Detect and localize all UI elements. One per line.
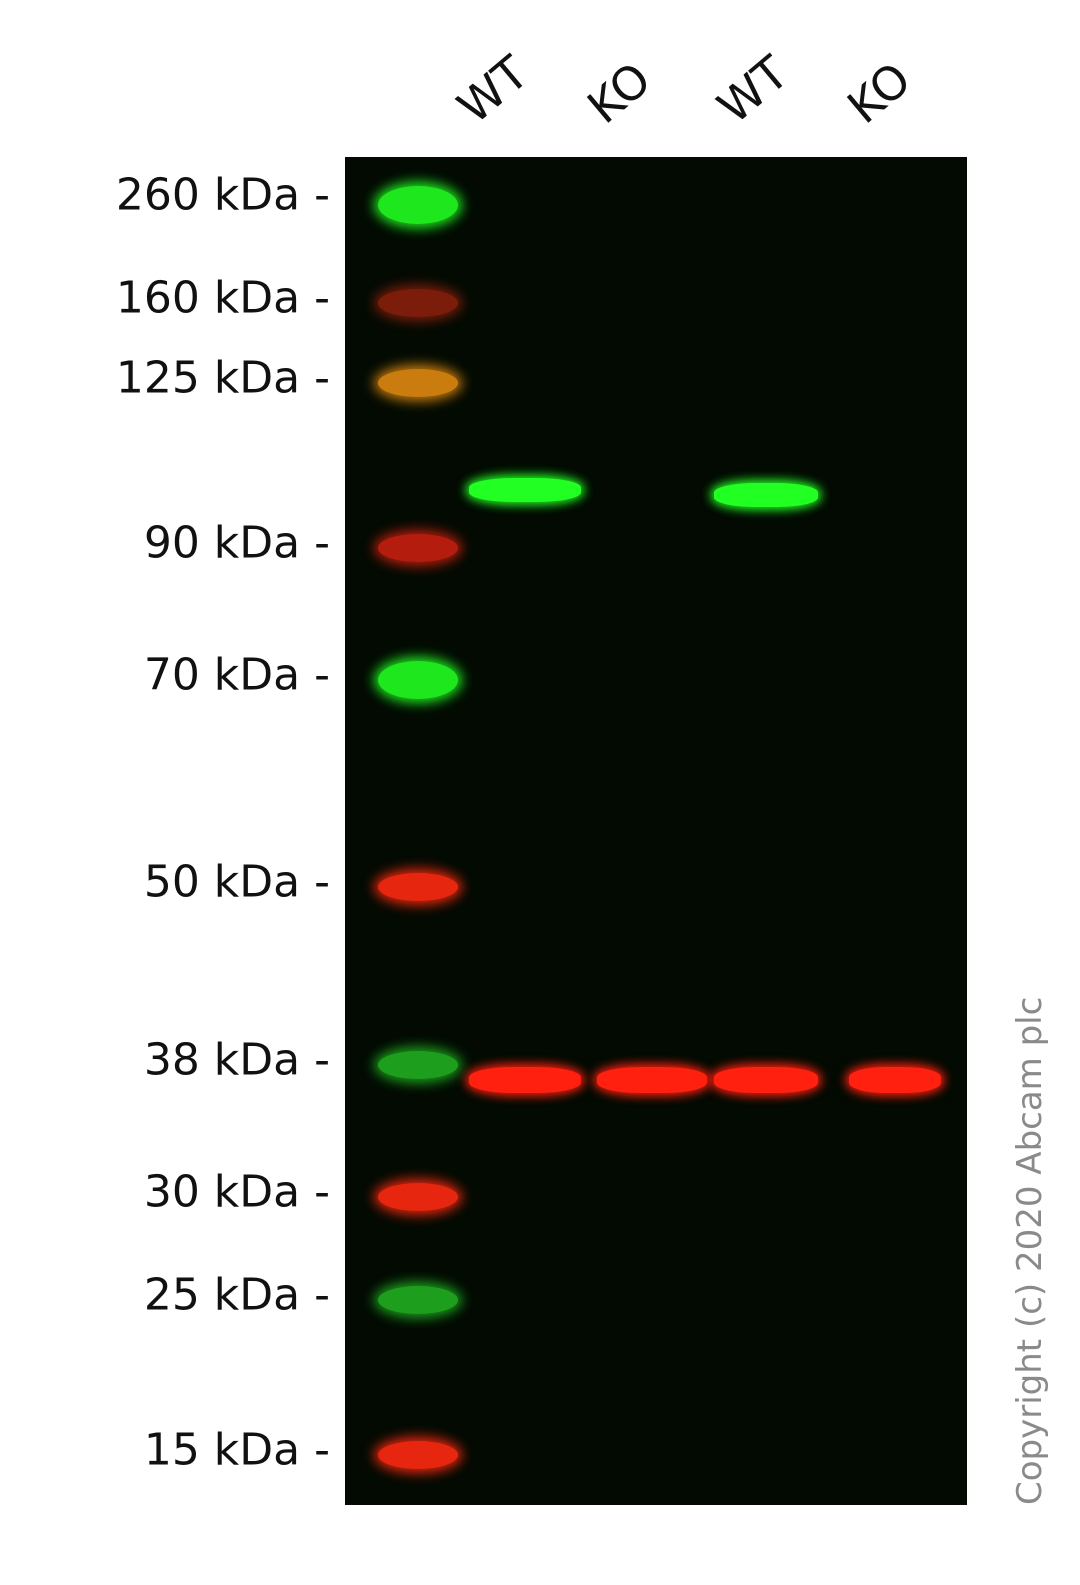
ladder-band <box>378 1051 458 1079</box>
marker-label: 125 kDa - <box>115 352 330 404</box>
sample-band <box>469 1066 581 1093</box>
sample-band <box>849 1066 941 1093</box>
marker-label: 25 kDa - <box>143 1269 330 1321</box>
ladder-band <box>378 661 458 699</box>
marker-label: 38 kDa - <box>143 1034 330 1086</box>
sample-band <box>469 478 581 503</box>
ladder-band <box>378 289 458 317</box>
lane-label: WT <box>707 45 799 135</box>
marker-label: 50 kDa - <box>143 856 330 908</box>
marker-label: 15 kDa - <box>143 1424 330 1476</box>
lane-label: KO <box>577 51 661 134</box>
marker-label: 260 kDa - <box>115 169 330 221</box>
sample-band <box>714 1066 818 1093</box>
marker-label: 160 kDa - <box>115 272 330 324</box>
sample-band <box>597 1066 707 1093</box>
ladder-band <box>378 1441 458 1469</box>
lane-label: KO <box>837 51 921 134</box>
marker-label: 70 kDa - <box>143 649 330 701</box>
ladder-band <box>378 186 458 224</box>
marker-label: 90 kDa - <box>143 517 330 569</box>
ladder-band <box>378 534 458 562</box>
ladder-band <box>378 873 458 901</box>
western-blot-membrane <box>345 157 967 1505</box>
ladder-band <box>378 1286 458 1314</box>
lane-label: WT <box>447 45 539 135</box>
ladder-band <box>378 1183 458 1211</box>
sample-band <box>714 483 818 508</box>
copyright-notice: Copyright (c) 2020 Abcam plc <box>1010 996 1050 1505</box>
marker-label: 30 kDa - <box>143 1166 330 1218</box>
ladder-band <box>378 369 458 397</box>
